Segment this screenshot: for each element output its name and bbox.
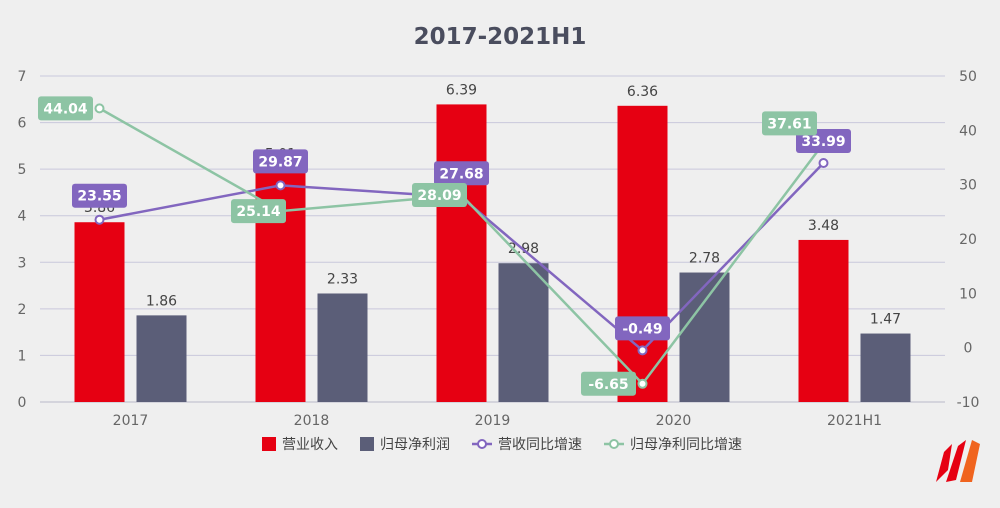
brand-logo <box>936 440 980 482</box>
legend-label: 营收同比增速 <box>498 437 582 453</box>
bar <box>860 333 911 402</box>
legend-label: 营业收入 <box>282 437 338 453</box>
legend-marker <box>609 439 619 449</box>
line-series: 23.55 29.87 27.68 -0.49 33.99 44.04 25.14 28.09… <box>38 96 851 396</box>
line-data-label: 28.09 <box>412 183 467 208</box>
label-text: 25.14 <box>236 204 281 220</box>
label-bg <box>231 199 286 224</box>
x-tick-label: 2019 <box>475 413 511 429</box>
right-tick-label: 50 <box>959 69 977 85</box>
right-axis: -10 0 10 20 30 40 50 <box>957 69 980 411</box>
x-tick-label: 2021H1 <box>827 413 882 429</box>
logo-mark-mid <box>946 440 966 482</box>
left-tick-label: 6 <box>18 116 27 132</box>
bar-data-label: 3.48 <box>808 218 839 234</box>
bar-data-label: 6.36 <box>627 84 658 100</box>
legend-label: 归母净利润 <box>380 436 450 453</box>
bar <box>798 239 849 402</box>
line-data-label: 44.04 <box>38 96 93 121</box>
label-text: 29.87 <box>258 154 302 170</box>
right-tick-label: 10 <box>959 286 977 302</box>
gridlines <box>40 75 945 403</box>
left-tick-label: 5 <box>18 162 27 178</box>
right-tick-label: 20 <box>959 232 977 248</box>
bar <box>617 105 668 402</box>
label-text: 33.99 <box>801 134 845 150</box>
label-text: 44.04 <box>43 101 88 117</box>
series-point <box>637 378 648 389</box>
logo-mark-right <box>960 440 980 482</box>
label-bg <box>253 149 308 174</box>
x-tick-label: 2018 <box>294 413 330 429</box>
label-bg <box>615 316 670 341</box>
label-text: 37.61 <box>767 116 811 132</box>
left-tick-label: 2 <box>18 302 27 318</box>
left-axis: 0 1 2 3 4 5 6 7 <box>18 69 27 411</box>
bar <box>679 272 730 402</box>
left-tick-label: 1 <box>18 348 27 364</box>
bar <box>436 104 487 402</box>
bar <box>498 263 549 402</box>
x-tick-label: 2017 <box>113 413 149 429</box>
label-text: -6.65 <box>588 377 628 393</box>
label-bg <box>72 183 127 208</box>
legend[interactable]: 营业收入 归母净利润 营收同比增速 归母净利同比增速 <box>262 436 742 453</box>
line-data-label: 29.87 <box>253 149 308 174</box>
line-data-label: -0.49 <box>615 316 670 341</box>
legend-swatch <box>360 437 374 451</box>
right-tick-label: 40 <box>959 123 977 139</box>
chart-title: 2017-2021H1 <box>414 24 587 50</box>
line-data-label: -6.65 <box>581 371 636 396</box>
label-bg <box>434 161 489 186</box>
line-data-label: 25.14 <box>231 199 286 224</box>
x-tick-label: 2020 <box>656 413 692 429</box>
series-point <box>637 345 648 356</box>
bar <box>74 222 125 402</box>
label-text: 28.09 <box>417 188 461 204</box>
left-tick-label: 4 <box>18 209 27 225</box>
label-bg <box>581 371 636 396</box>
series-point <box>818 157 829 168</box>
left-tick-label: 3 <box>18 255 27 271</box>
series-point <box>94 214 105 225</box>
label-bg <box>412 183 467 208</box>
label-text: -0.49 <box>622 321 662 337</box>
logo-mark-left <box>936 444 952 482</box>
legend-label: 归母净利同比增速 <box>630 436 742 453</box>
right-tick-label: -10 <box>957 395 980 411</box>
line-data-label: 23.55 <box>72 183 127 208</box>
bar <box>136 315 187 402</box>
left-tick-label: 7 <box>18 69 27 85</box>
series-point <box>275 180 286 191</box>
line-data-label: 27.68 <box>434 161 489 186</box>
label-text: 27.68 <box>439 166 483 182</box>
series-point <box>94 103 105 114</box>
line-data-label: 37.61 <box>762 111 817 136</box>
bar-data-label: 2.78 <box>689 251 720 267</box>
bar-data-label: 2.33 <box>327 271 358 287</box>
bar <box>317 293 368 402</box>
right-tick-label: 0 <box>964 341 973 357</box>
bar-data-label: 1.86 <box>146 293 177 309</box>
bar-data-label: 6.39 <box>446 82 477 98</box>
label-bg <box>762 111 817 136</box>
left-tick-label: 0 <box>18 395 27 411</box>
x-axis: 2017 2018 2019 2020 2021H1 <box>113 413 882 429</box>
legend-swatch <box>262 437 276 451</box>
bar-data-label: 1.47 <box>870 312 901 328</box>
label-text: 23.55 <box>77 189 121 205</box>
legend-marker <box>477 439 487 449</box>
label-bg <box>38 96 93 121</box>
right-tick-label: 30 <box>959 178 977 194</box>
